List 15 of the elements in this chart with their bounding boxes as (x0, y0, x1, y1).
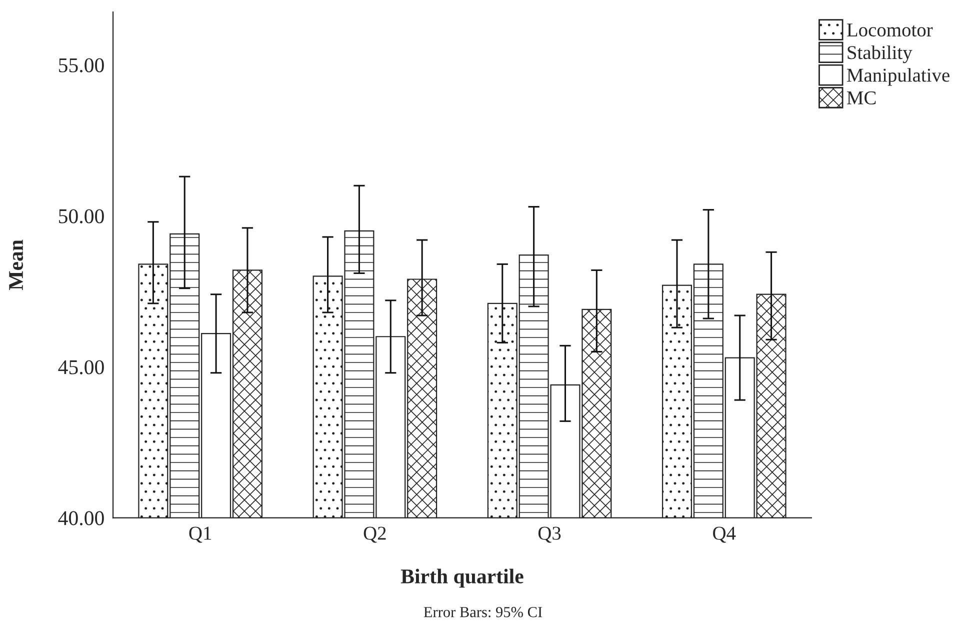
legend-label: Stability (848, 45, 912, 64)
y-tick-label: 50.00 (59, 209, 104, 224)
x-tick-label: Q3 (538, 526, 561, 543)
y-tick-label: 55.00 (59, 58, 104, 72)
y-tick-label: 45.00 (58, 360, 104, 374)
legend-label: MC (847, 91, 876, 104)
legend-label: Locomotor (847, 24, 933, 37)
y-tick-label: 40.00 (58, 511, 104, 526)
x-tick-label: Q1 (189, 526, 212, 543)
x-tick-label: Q4 (713, 526, 736, 543)
x-tick-label: Q2 (364, 526, 386, 543)
y-axis-title: Mean (9, 240, 24, 290)
text: Error Bars: 95% CI (424, 606, 542, 618)
x-axis-title: Birth quartile (400, 568, 524, 588)
legend-label: Manipulative (847, 68, 950, 86)
